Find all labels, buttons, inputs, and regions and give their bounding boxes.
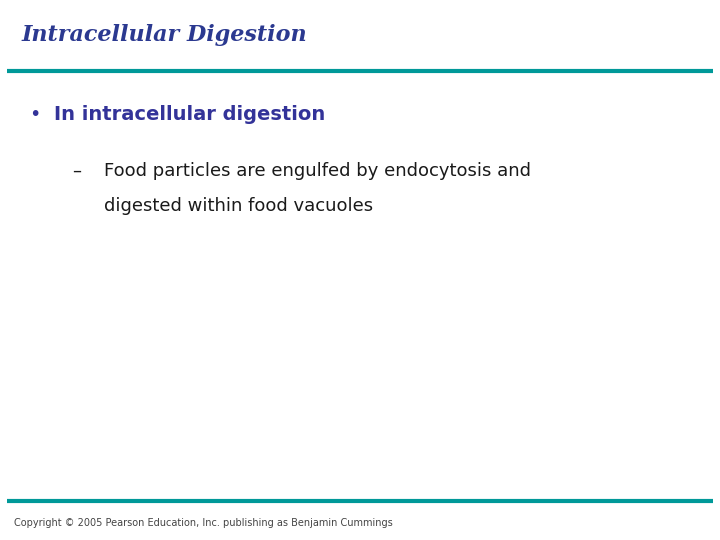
Text: Food particles are engulfed by endocytosis and: Food particles are engulfed by endocytos… bbox=[104, 162, 531, 180]
Text: •: • bbox=[29, 105, 40, 124]
Text: digested within food vacuoles: digested within food vacuoles bbox=[104, 197, 374, 215]
Text: In intracellular digestion: In intracellular digestion bbox=[54, 105, 325, 124]
Text: Copyright © 2005 Pearson Education, Inc. publishing as Benjamin Cummings: Copyright © 2005 Pearson Education, Inc.… bbox=[14, 518, 393, 528]
Text: Intracellular Digestion: Intracellular Digestion bbox=[22, 24, 307, 46]
Text: –: – bbox=[72, 162, 81, 180]
